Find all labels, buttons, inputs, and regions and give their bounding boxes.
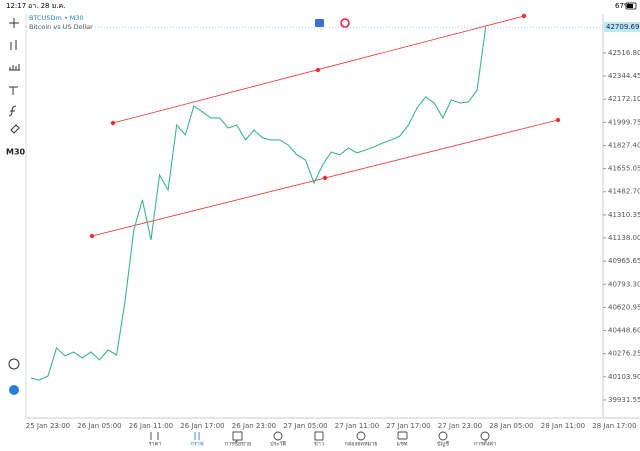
nav-icon[interactable] (194, 432, 200, 440)
x-tick-label: 27 Jan 23:00 (438, 422, 482, 430)
zoom-tool[interactable] (8, 358, 20, 370)
nav-icon[interactable] (150, 432, 159, 440)
bars-tool[interactable] (9, 64, 20, 71)
nav-label[interactable]: กราฟ (190, 441, 203, 448)
nav-label[interactable]: แชท (397, 441, 408, 448)
x-tick-label: 28 Jan 05:00 (489, 422, 533, 430)
current-price-box (604, 22, 640, 33)
buy-button[interactable] (340, 18, 350, 28)
x-tick-label: 27 Jan 17:00 (386, 422, 430, 430)
y-tick-label: 41827.40 (608, 141, 640, 149)
nav-label[interactable]: ประวัติ (270, 441, 286, 448)
current-price-label: 42709.69 (606, 23, 639, 31)
y-tick-label: 40965.65 (608, 257, 640, 265)
left-toolbar (8, 18, 20, 370)
x-tick-label: 25 Jan 23:00 (26, 422, 70, 430)
trend-point[interactable] (555, 117, 561, 123)
battery-level (627, 4, 633, 8)
trend-point[interactable] (315, 67, 321, 73)
nav-label[interactable]: การตั้งค่า (474, 440, 496, 448)
indicator-tool[interactable] (8, 105, 17, 117)
one-click-trade[interactable] (9, 385, 19, 395)
nav-icons (150, 431, 490, 441)
battery-icon (625, 2, 637, 10)
y-tick-label: 41310.35 (608, 211, 640, 219)
y-tick-label: 41482.70 (608, 188, 640, 196)
nav-icon[interactable] (314, 431, 324, 441)
x-tick-label: 28 Jan 17:00 (592, 422, 636, 430)
x-tick-label: 28 Jan 11:00 (541, 422, 585, 430)
x-tick-label: 26 Jan 23:00 (232, 422, 276, 430)
y-tick-label: 40620.95 (608, 303, 640, 311)
nav-icon[interactable] (397, 431, 408, 440)
nav-icon[interactable] (273, 431, 283, 441)
trend-lines (89, 13, 561, 239)
nav-label[interactable]: การซื้อขาย (225, 440, 251, 448)
symbol-description: Bitcoin vs US Dollar (29, 23, 93, 31)
y-tick-label: 41655.05 (608, 165, 640, 173)
status-battery: 67% (615, 2, 631, 10)
y-tick-label: 42516.80 (608, 49, 640, 57)
x-tick-label: 27 Jan 11:00 (335, 422, 379, 430)
timeframe[interactable]: M30 (6, 148, 26, 157)
x-tick-label: 26 Jan 11:00 (129, 422, 173, 430)
trend-point[interactable] (322, 175, 328, 181)
symbol-name: BTCUSDm • M30 (29, 14, 84, 22)
nav-icon[interactable] (356, 431, 366, 441)
x-tick-label: 26 Jan 05:00 (77, 422, 121, 430)
nav-icon[interactable] (232, 431, 243, 441)
nav-label[interactable]: ราคา (149, 442, 162, 448)
trend-point[interactable] (89, 233, 95, 239)
y-tick-label: 40793.30 (608, 280, 640, 288)
status-time: 12:17 (6, 2, 26, 10)
price-line (30, 27, 487, 381)
y-tick-label: 42344.45 (608, 72, 640, 80)
nav-icon[interactable] (438, 431, 448, 441)
y-tick-label: 40448.60 (608, 327, 640, 335)
sell-button[interactable] (315, 19, 324, 27)
trend-point[interactable] (521, 13, 527, 19)
nav-label[interactable]: กล่องจดหมาย (344, 442, 377, 448)
y-tick-label: 39931.55 (608, 396, 640, 404)
object-tool[interactable] (10, 124, 20, 134)
nav-label[interactable]: บัญชี (437, 441, 449, 448)
nav-label[interactable]: ข่าว (314, 442, 324, 448)
x-tick-label: 27 Jan 05:00 (283, 422, 327, 430)
y-tick-label: 40103.90 (608, 373, 640, 381)
status-date: อา. 28 ม.ค. (28, 2, 65, 10)
candle-tool[interactable] (10, 40, 17, 50)
text-tool[interactable] (9, 86, 18, 95)
y-tick-label: 42172.10 (608, 95, 640, 103)
y-tick-label: 41138.00 (608, 234, 640, 242)
y-tick-label: 40276.25 (608, 350, 640, 358)
trend-point[interactable] (110, 120, 116, 126)
nav-icon[interactable] (480, 431, 490, 441)
y-tick-label: 41999.75 (608, 118, 640, 126)
crosshair-tool[interactable] (9, 18, 19, 28)
x-tick-label: 26 Jan 17:00 (180, 422, 224, 430)
